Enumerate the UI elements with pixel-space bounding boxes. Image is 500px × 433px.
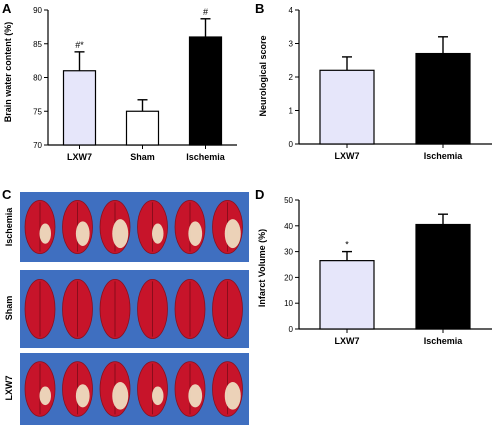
infarct-region: [39, 386, 51, 406]
c1-ytick-label: 2: [289, 73, 294, 82]
c0-xtick-label: Ischemia: [186, 152, 226, 162]
infarct-region: [112, 382, 129, 410]
c0-significance-mark: #: [203, 7, 208, 17]
c2-ytick-label: 20: [284, 273, 293, 282]
c1-xtick-label: Ischemia: [424, 151, 464, 161]
c0-ytick-label: 75: [33, 107, 42, 116]
row-label-lxw7: LXW7: [4, 375, 14, 400]
c0-xtick-label: LXW7: [67, 152, 92, 162]
infarct-region: [75, 221, 90, 246]
infarct-region: [188, 384, 203, 408]
photo-strip-sham: [20, 270, 249, 348]
c1-bar-ischemia: [415, 52, 471, 145]
panel-c-ttc-photos: Ischemia Sham LXW7: [4, 192, 249, 425]
panel-letter-c: C: [2, 187, 12, 202]
chart-d-infarct-volume: Infarct Volume (%) 0 10 20 30 40 50 LXW7 * Ische…: [257, 196, 492, 346]
c1-bar-lxw7: [319, 69, 375, 145]
infarct-region: [224, 382, 241, 410]
c2-ytick-label: 10: [284, 299, 293, 308]
c2-significance-mark: *: [345, 240, 349, 250]
panel-letter-b: B: [255, 1, 264, 16]
infarct-region: [188, 221, 203, 246]
c2-bar-lxw7: [319, 260, 375, 330]
photo-strip-ischemia: [20, 192, 249, 262]
c0-significance-mark: #*: [75, 40, 84, 50]
panel-letter-d: D: [255, 187, 264, 202]
c2-bar-ischemia: [415, 223, 471, 330]
c1-ytick-label: 0: [289, 140, 294, 149]
row-label-ischemia: Ischemia: [4, 207, 14, 247]
c0-bar-ischemia: [188, 36, 223, 146]
infarct-region: [75, 384, 90, 408]
c2-ytick-label: 30: [284, 248, 293, 257]
photo-strip-lxw7: [20, 353, 249, 425]
c2-ytick-label: 0: [289, 325, 294, 334]
infarct-region: [112, 219, 129, 249]
c0-bar-lxw7: [62, 70, 97, 146]
infarct-region: [152, 223, 164, 244]
infarct-region: [39, 223, 51, 244]
c0-ytick-label: 70: [33, 141, 42, 150]
chart-a-ylabel: Brain water content (%): [3, 22, 13, 123]
chart-b-ylabel: Neurological score: [258, 35, 268, 116]
c0-bar-sham: [125, 110, 160, 146]
c0-ytick-label: 80: [33, 74, 42, 83]
c1-ytick-label: 1: [289, 107, 294, 116]
row-label-sham: Sham: [4, 296, 14, 321]
c2-xtick-label: LXW7: [334, 336, 359, 346]
c2-ytick-label: 40: [284, 222, 293, 231]
c0-ytick-label: 85: [33, 40, 42, 49]
chart-d-ylabel: Infarct Volume (%): [257, 229, 267, 307]
c1-xtick-label: LXW7: [334, 151, 359, 161]
c0-xtick-label: Sham: [130, 152, 155, 162]
infarct-region: [152, 386, 164, 406]
infarct-region: [224, 219, 241, 249]
c2-xtick-label: Ischemia: [424, 336, 464, 346]
c0-ytick-label: 90: [33, 6, 42, 15]
panel-letter-a: A: [2, 1, 12, 16]
chart-a-brain-water: Brain water content (%) 70 75 80 85 90 LXW7 #*…: [3, 6, 237, 162]
c1-ytick-label: 4: [289, 6, 294, 15]
chart-b-neuro-score: Neurological score 0 1 2 3 4 LXW7 Ischemia: [258, 6, 492, 161]
c2-ytick-label: 50: [284, 196, 293, 205]
c1-ytick-label: 3: [289, 40, 294, 49]
